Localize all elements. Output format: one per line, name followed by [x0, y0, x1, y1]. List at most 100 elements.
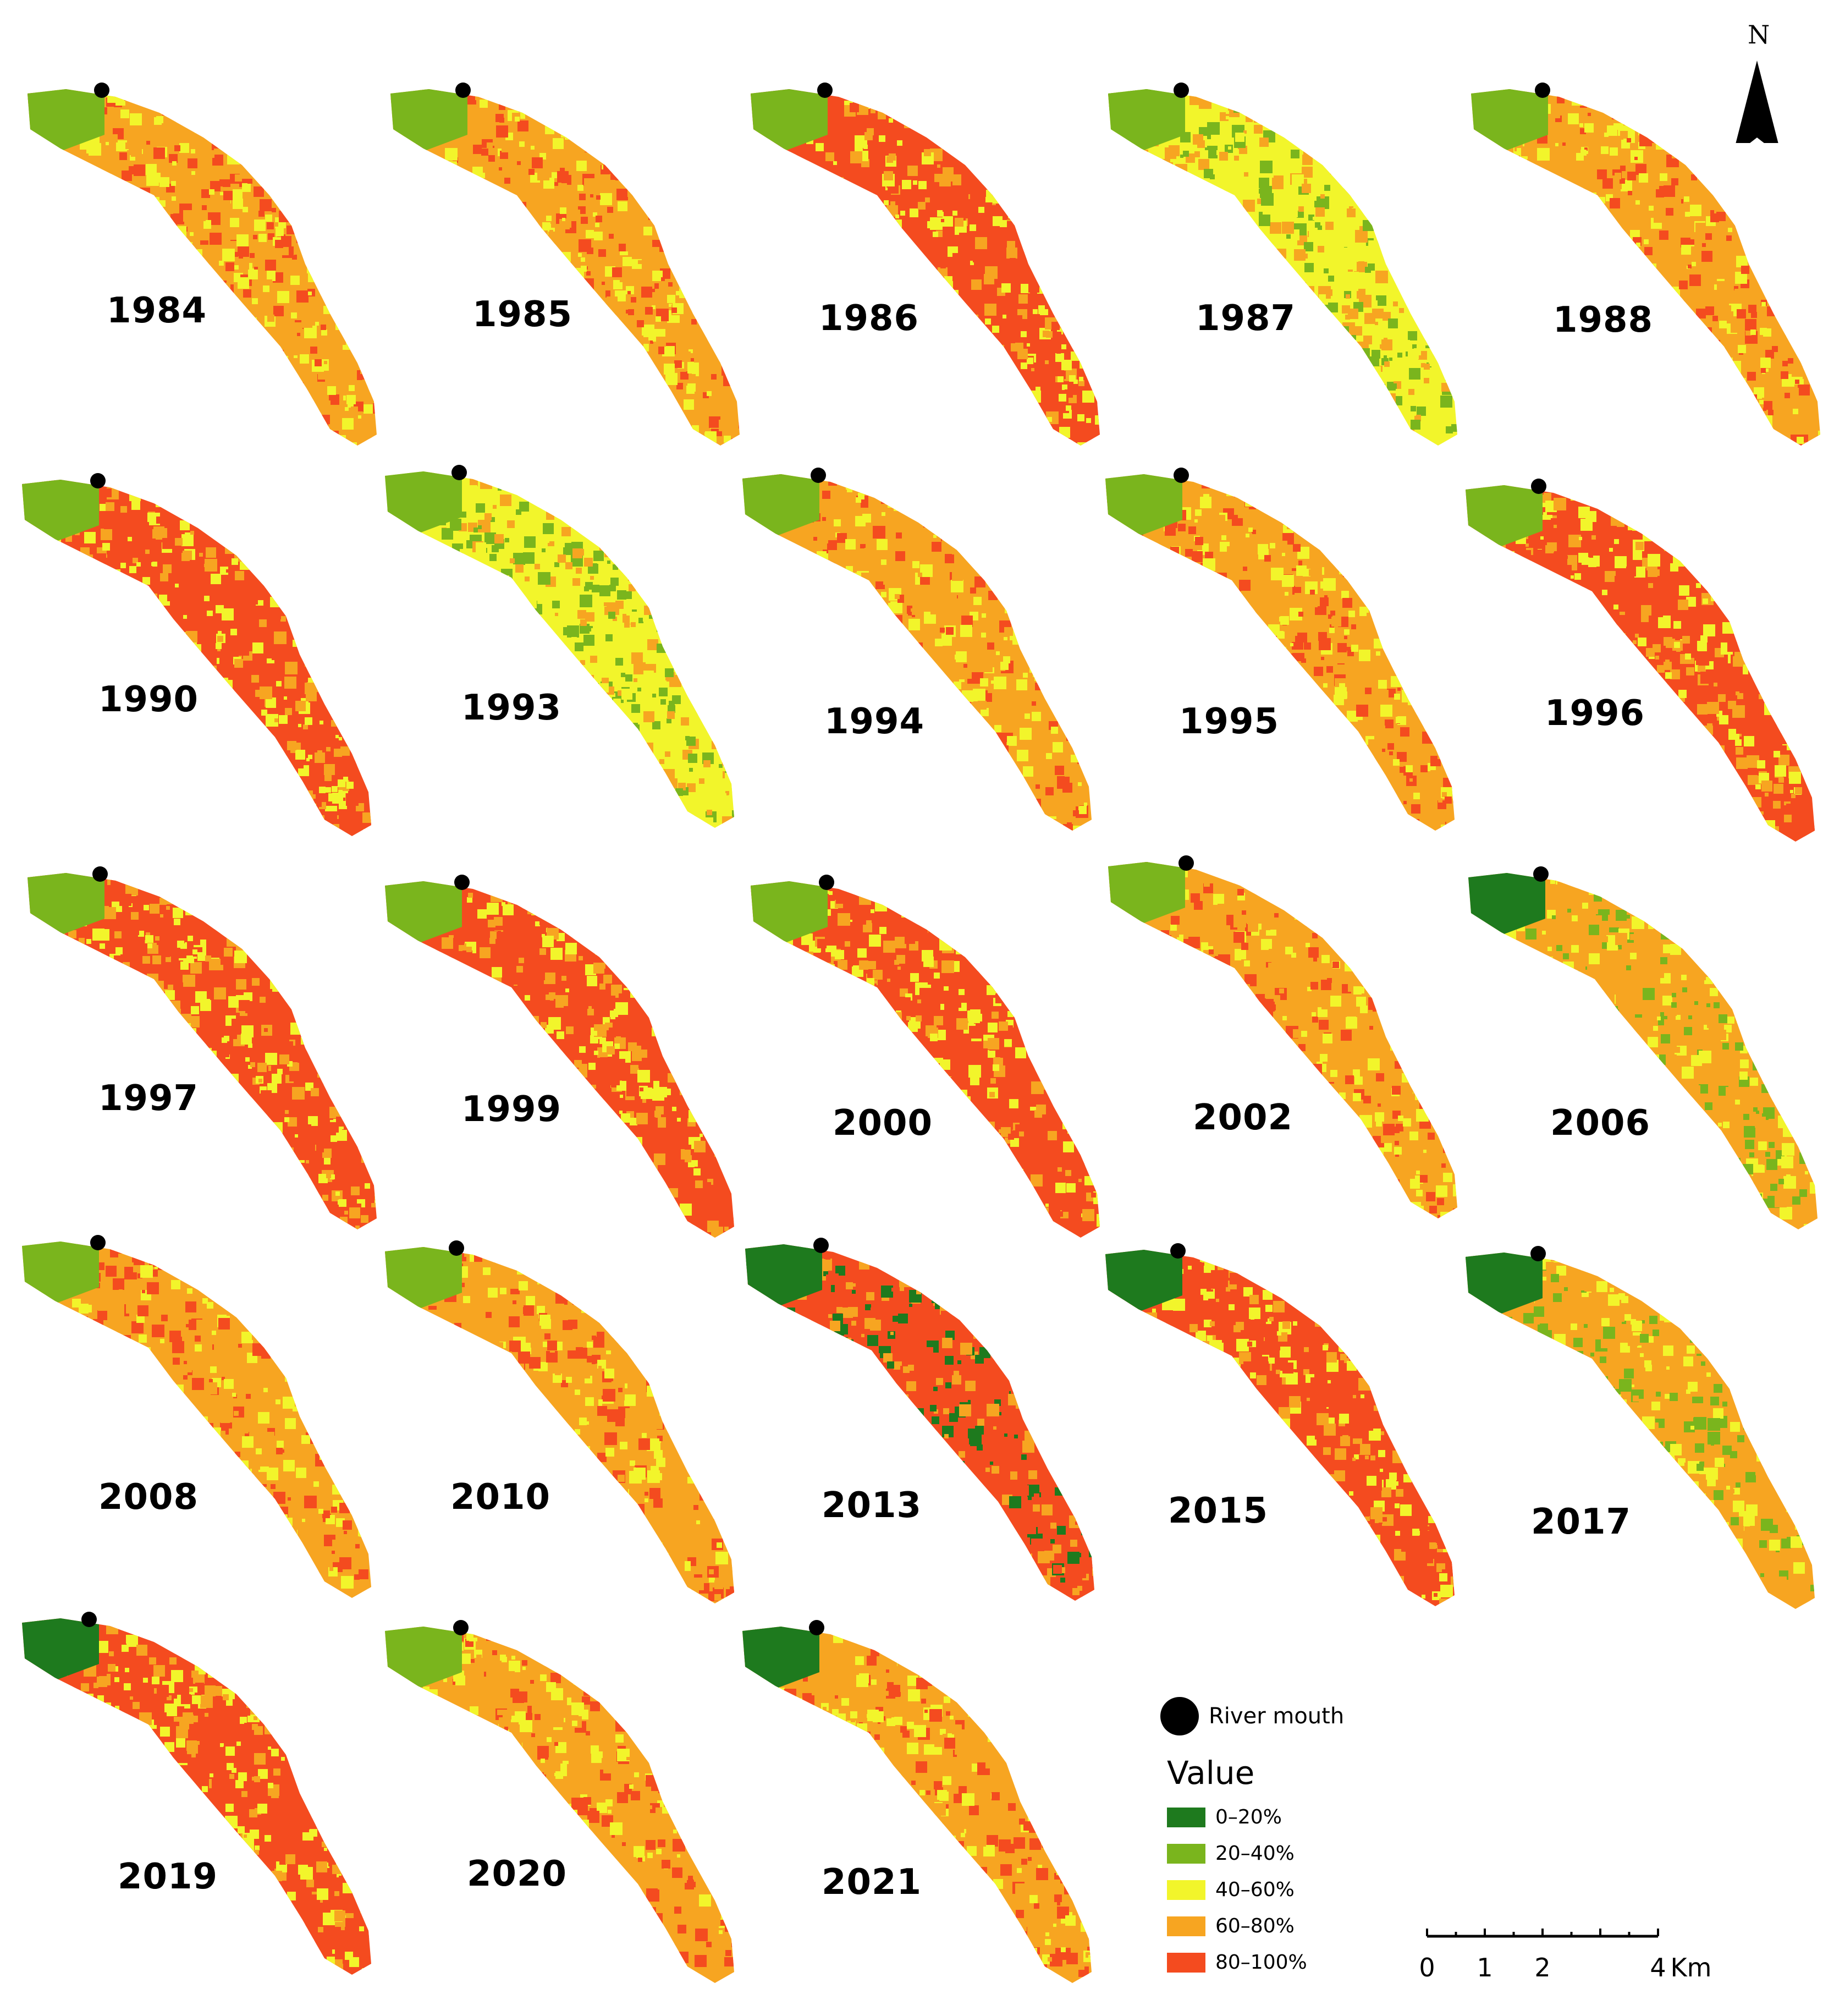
year-label: 2008 — [77, 1477, 220, 1518]
legend-swatch — [1167, 1953, 1205, 1973]
year-label: 1995 — [1158, 701, 1301, 742]
year-label: 1985 — [451, 294, 594, 335]
scale-tick-label: 1 — [1477, 1953, 1492, 1982]
river-mouth-marker — [453, 1620, 469, 1635]
map-panel-2019 — [16, 1612, 383, 2008]
river-mouth-marker — [1530, 1246, 1546, 1261]
legend-item: 40–60% — [1167, 1878, 1295, 1901]
river-mouth-icon — [1160, 1697, 1199, 1735]
river-mouth-marker — [817, 83, 833, 98]
river-mouth-marker — [1174, 468, 1189, 483]
legend-item: 60–80% — [1167, 1915, 1295, 1937]
river-mouth-marker — [809, 1620, 824, 1635]
lagoon-map — [16, 473, 383, 869]
lagoon-map — [385, 83, 752, 479]
legend-swatch — [1167, 1880, 1205, 1900]
scale-bar-line — [1408, 1925, 1793, 1953]
lagoon-map — [1100, 1243, 1467, 1639]
legend-item-label: 20–40% — [1215, 1842, 1295, 1865]
legend-item-label: 80–100% — [1215, 1951, 1307, 1974]
scale-tick-label: 0 — [1419, 1953, 1435, 1982]
lagoon-map — [379, 465, 746, 861]
year-label: 2000 — [811, 1103, 954, 1144]
river-mouth-marker — [455, 83, 471, 98]
legend-item-label: 60–80% — [1215, 1915, 1295, 1937]
scale-tick-label: 2 — [1534, 1953, 1550, 1982]
lagoon-map — [1100, 468, 1467, 864]
legend-river-mouth: River mouth — [1160, 1697, 1344, 1735]
map-panel-2000 — [745, 875, 1112, 1271]
river-mouth-marker — [1535, 83, 1550, 98]
river-mouth-marker — [813, 1238, 829, 1253]
map-panel-2006 — [1463, 866, 1830, 1262]
map-panel-2020 — [379, 1620, 746, 2016]
year-label: 2019 — [96, 1856, 239, 1897]
river-mouth-marker — [81, 1612, 97, 1627]
map-panel-1990 — [16, 473, 383, 869]
river-mouth-marker — [454, 875, 470, 890]
year-label: 2010 — [429, 1477, 572, 1518]
map-panel-2002 — [1103, 855, 1469, 1251]
year-label: 2006 — [1529, 1103, 1672, 1144]
lagoon-map — [737, 468, 1104, 864]
lagoon-map — [22, 866, 389, 1262]
lagoon-map — [1103, 855, 1469, 1251]
map-panel-1997 — [22, 866, 389, 1262]
river-mouth-marker — [1170, 1243, 1186, 1259]
legend-swatch — [1167, 1808, 1205, 1827]
lagoon-map — [1103, 83, 1469, 479]
north-arrow-icon — [1727, 22, 1787, 143]
map-panel-1986 — [745, 83, 1112, 479]
lagoon-map — [379, 1240, 746, 1636]
lagoon-map — [22, 83, 389, 479]
lagoon-map — [16, 1612, 383, 2008]
map-panel-2017 — [1460, 1246, 1827, 1642]
year-label: 1994 — [803, 701, 946, 742]
river-mouth-marker — [819, 875, 834, 890]
river-mouth-marker — [92, 866, 108, 882]
legend-title: Value — [1167, 1754, 1254, 1792]
river-mouth-marker — [811, 468, 826, 483]
map-panel-1996 — [1460, 479, 1827, 875]
year-label: 1997 — [77, 1078, 220, 1119]
year-label: 1999 — [440, 1089, 583, 1130]
year-label: 1987 — [1174, 298, 1317, 339]
year-label: 2017 — [1510, 1502, 1653, 1542]
river-mouth-marker — [1174, 83, 1189, 98]
river-mouth-marker — [90, 1235, 106, 1250]
legend-item-label: 40–60% — [1215, 1878, 1295, 1901]
map-panel-1994 — [737, 468, 1104, 864]
map-panel-2008 — [16, 1235, 383, 1631]
river-mouth-marker — [451, 465, 467, 480]
lagoon-map — [379, 1620, 746, 2016]
map-panel-2021 — [737, 1620, 1104, 2016]
year-label: 1990 — [77, 679, 220, 720]
lagoon-map — [745, 83, 1112, 479]
year-label: 2002 — [1171, 1097, 1314, 1138]
river-mouth-marker — [1533, 866, 1549, 882]
legend: River mouth Value 0–20% 20–40% 40–60% 60… — [1155, 1697, 1430, 1983]
lagoon-map — [740, 1238, 1106, 1634]
year-label: 2015 — [1147, 1491, 1290, 1531]
legend-swatch — [1167, 1844, 1205, 1864]
lagoon-map — [745, 875, 1112, 1271]
scale-bar: 0 1 2 4 Km — [1408, 1925, 1793, 2008]
river-mouth-marker — [94, 83, 109, 98]
year-label: 2021 — [800, 1862, 943, 1903]
lagoon-map — [1460, 1246, 1827, 1642]
map-panel-1995 — [1100, 468, 1467, 864]
map-panel-1985 — [385, 83, 752, 479]
lagoon-map — [1460, 479, 1827, 875]
river-mouth-marker — [90, 473, 106, 488]
river-mouth-marker — [449, 1240, 464, 1256]
year-label: 1984 — [85, 290, 228, 331]
legend-item: 80–100% — [1167, 1951, 1307, 1974]
year-label: 1986 — [797, 298, 940, 339]
lagoon-map — [379, 875, 746, 1271]
year-label: 2020 — [445, 1854, 588, 1894]
scale-tick-label: 4 — [1650, 1953, 1666, 1982]
legend-swatch — [1167, 1916, 1205, 1936]
legend-item: 20–40% — [1167, 1842, 1295, 1865]
lagoon-map — [737, 1620, 1104, 2016]
